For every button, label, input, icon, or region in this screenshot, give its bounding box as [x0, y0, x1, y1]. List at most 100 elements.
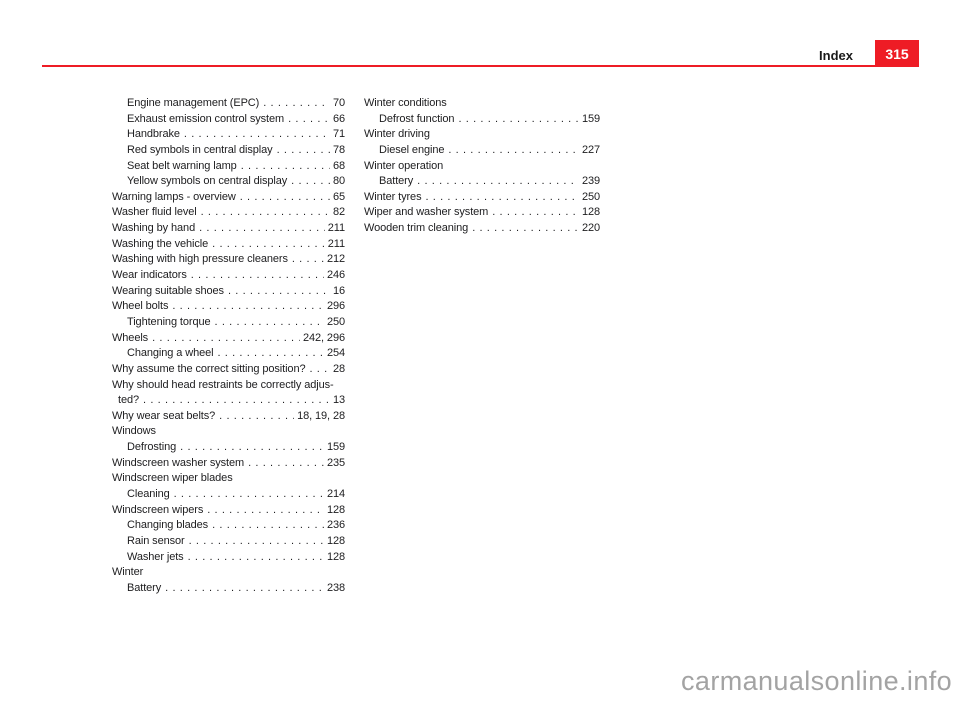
entry-page: 70 — [332, 97, 345, 109]
dot-leader — [291, 176, 330, 186]
entry-label: Wearing suitable shoes — [112, 284, 224, 297]
entry-page: 211 — [327, 222, 345, 235]
entry-label: Engine management (EPC) — [127, 97, 260, 109]
index-heading: Why should head restraints be correctly … — [112, 378, 345, 394]
entry-page: 227 — [581, 143, 600, 156]
header-rule — [42, 65, 875, 67]
dot-leader — [172, 301, 324, 311]
index-entry: Why assume the correct sitting position?… — [112, 362, 345, 378]
index-entry: Seat belt warning lamp 68 — [112, 159, 345, 175]
entry-label: Cleaning — [127, 488, 170, 501]
index-heading: Winter — [112, 565, 345, 581]
entry-label: Winter tyres — [364, 190, 422, 203]
dot-leader — [240, 192, 330, 202]
dot-leader — [309, 364, 329, 374]
entry-page: 212 — [326, 253, 345, 266]
index-entry: Cleaning 214 — [112, 487, 345, 503]
index-entry: Diesel engine 227 — [364, 143, 600, 159]
entry-page: 68 — [332, 159, 345, 172]
page-number-badge: 315 — [875, 40, 919, 67]
index-entry: Winter tyres 250 — [364, 190, 600, 206]
dot-leader — [277, 145, 330, 155]
entry-page: 250 — [581, 190, 600, 203]
dot-leader — [288, 114, 330, 124]
index-entry: Windscreen washer system 235 — [112, 456, 345, 472]
dot-leader — [180, 442, 324, 452]
index-entry: Washing with high pressure cleaners 212 — [112, 252, 345, 268]
entry-page: 128 — [326, 503, 345, 516]
dot-leader — [174, 489, 324, 499]
entry-page: 82 — [332, 206, 345, 219]
dot-leader — [472, 223, 579, 233]
dot-leader — [425, 192, 578, 202]
entry-label: Windscreen wipers — [112, 503, 204, 516]
dot-leader — [215, 317, 324, 327]
entry-page: 238 — [326, 581, 345, 594]
dot-leader — [219, 411, 294, 421]
dot-leader — [448, 145, 579, 155]
entry-page: 239 — [581, 175, 600, 188]
page-number: 315 — [885, 45, 909, 62]
dot-leader — [228, 286, 330, 296]
entry-label: Washing the vehicle — [112, 237, 209, 250]
dot-leader — [212, 239, 325, 249]
index-entry: Wooden trim cleaning 220 — [364, 221, 600, 237]
watermark: carmanualsonline.info — [681, 666, 953, 696]
dot-leader — [292, 254, 324, 264]
dot-leader — [152, 333, 300, 343]
entry-label: Wear indicators — [112, 269, 187, 282]
dot-leader — [191, 270, 324, 280]
index-entry: Red symbols in central display 78 — [112, 143, 345, 159]
entry-label: Yellow symbols on central display — [127, 175, 288, 188]
entry-label: Warning lamps - overview — [112, 190, 236, 203]
entry-label: Washer fluid level — [112, 206, 197, 219]
index-entry: Rain sensor 128 — [112, 534, 345, 550]
dot-leader — [201, 207, 330, 217]
dot-leader — [458, 114, 578, 124]
dot-leader — [248, 458, 324, 468]
entry-label: Windscreen wiper blades — [112, 472, 233, 485]
dot-leader — [417, 176, 579, 186]
index-entry: Wheels 242, 296 — [112, 331, 345, 347]
index-entry: Handbrake 71 — [112, 127, 345, 143]
entry-label: Seat belt warning lamp — [127, 159, 237, 172]
entry-label: Diesel engine — [379, 143, 445, 156]
entry-label: Washing with high pressure cleaners — [112, 253, 288, 266]
dot-leader — [199, 223, 325, 233]
entry-page: 250 — [326, 315, 345, 328]
dot-leader — [492, 207, 579, 217]
dot-leader — [263, 98, 330, 108]
entry-page: 28 — [332, 362, 345, 375]
index-heading: Winter conditions — [364, 96, 600, 112]
index-column-left: Engine management (EPC) 70 Exhaust emissio… — [112, 96, 345, 597]
index-entry: Changing a wheel 254 — [112, 346, 345, 362]
entry-page: 214 — [326, 488, 345, 501]
entry-page: 128 — [326, 534, 345, 547]
entry-label: Wiper and washer system — [364, 206, 489, 219]
entry-page: 128 — [581, 206, 600, 219]
index-entry: Changing blades 236 — [112, 518, 345, 534]
entry-label: Tightening torque — [127, 315, 211, 328]
entry-label: Why assume the correct sitting position? — [112, 362, 306, 375]
entry-page: 236 — [326, 519, 345, 532]
entry-label: Winter — [112, 566, 144, 579]
entry-page: 159 — [326, 441, 345, 454]
dot-leader — [189, 536, 324, 546]
entry-label: Winter operation — [364, 159, 444, 172]
dot-leader — [207, 505, 324, 515]
entry-page: 66 — [332, 112, 345, 125]
entry-label: Exhaust emission control system — [127, 112, 285, 125]
entry-label: Why wear seat belts? — [112, 409, 216, 422]
entry-page: 78 — [332, 143, 345, 156]
index-entry: Windscreen wipers 128 — [112, 503, 345, 519]
entry-label: Handbrake — [127, 128, 180, 141]
entry-page: 254 — [326, 347, 345, 360]
index-entry: Battery 239 — [364, 174, 600, 190]
index-heading: Windscreen wiper blades — [112, 471, 345, 487]
index-entry: Washer jets 128 — [112, 550, 345, 566]
index-entry: Battery 238 — [112, 581, 345, 597]
entry-page: 220 — [581, 222, 600, 235]
entry-label: ted? — [118, 394, 140, 407]
entry-page: 65 — [332, 190, 345, 203]
